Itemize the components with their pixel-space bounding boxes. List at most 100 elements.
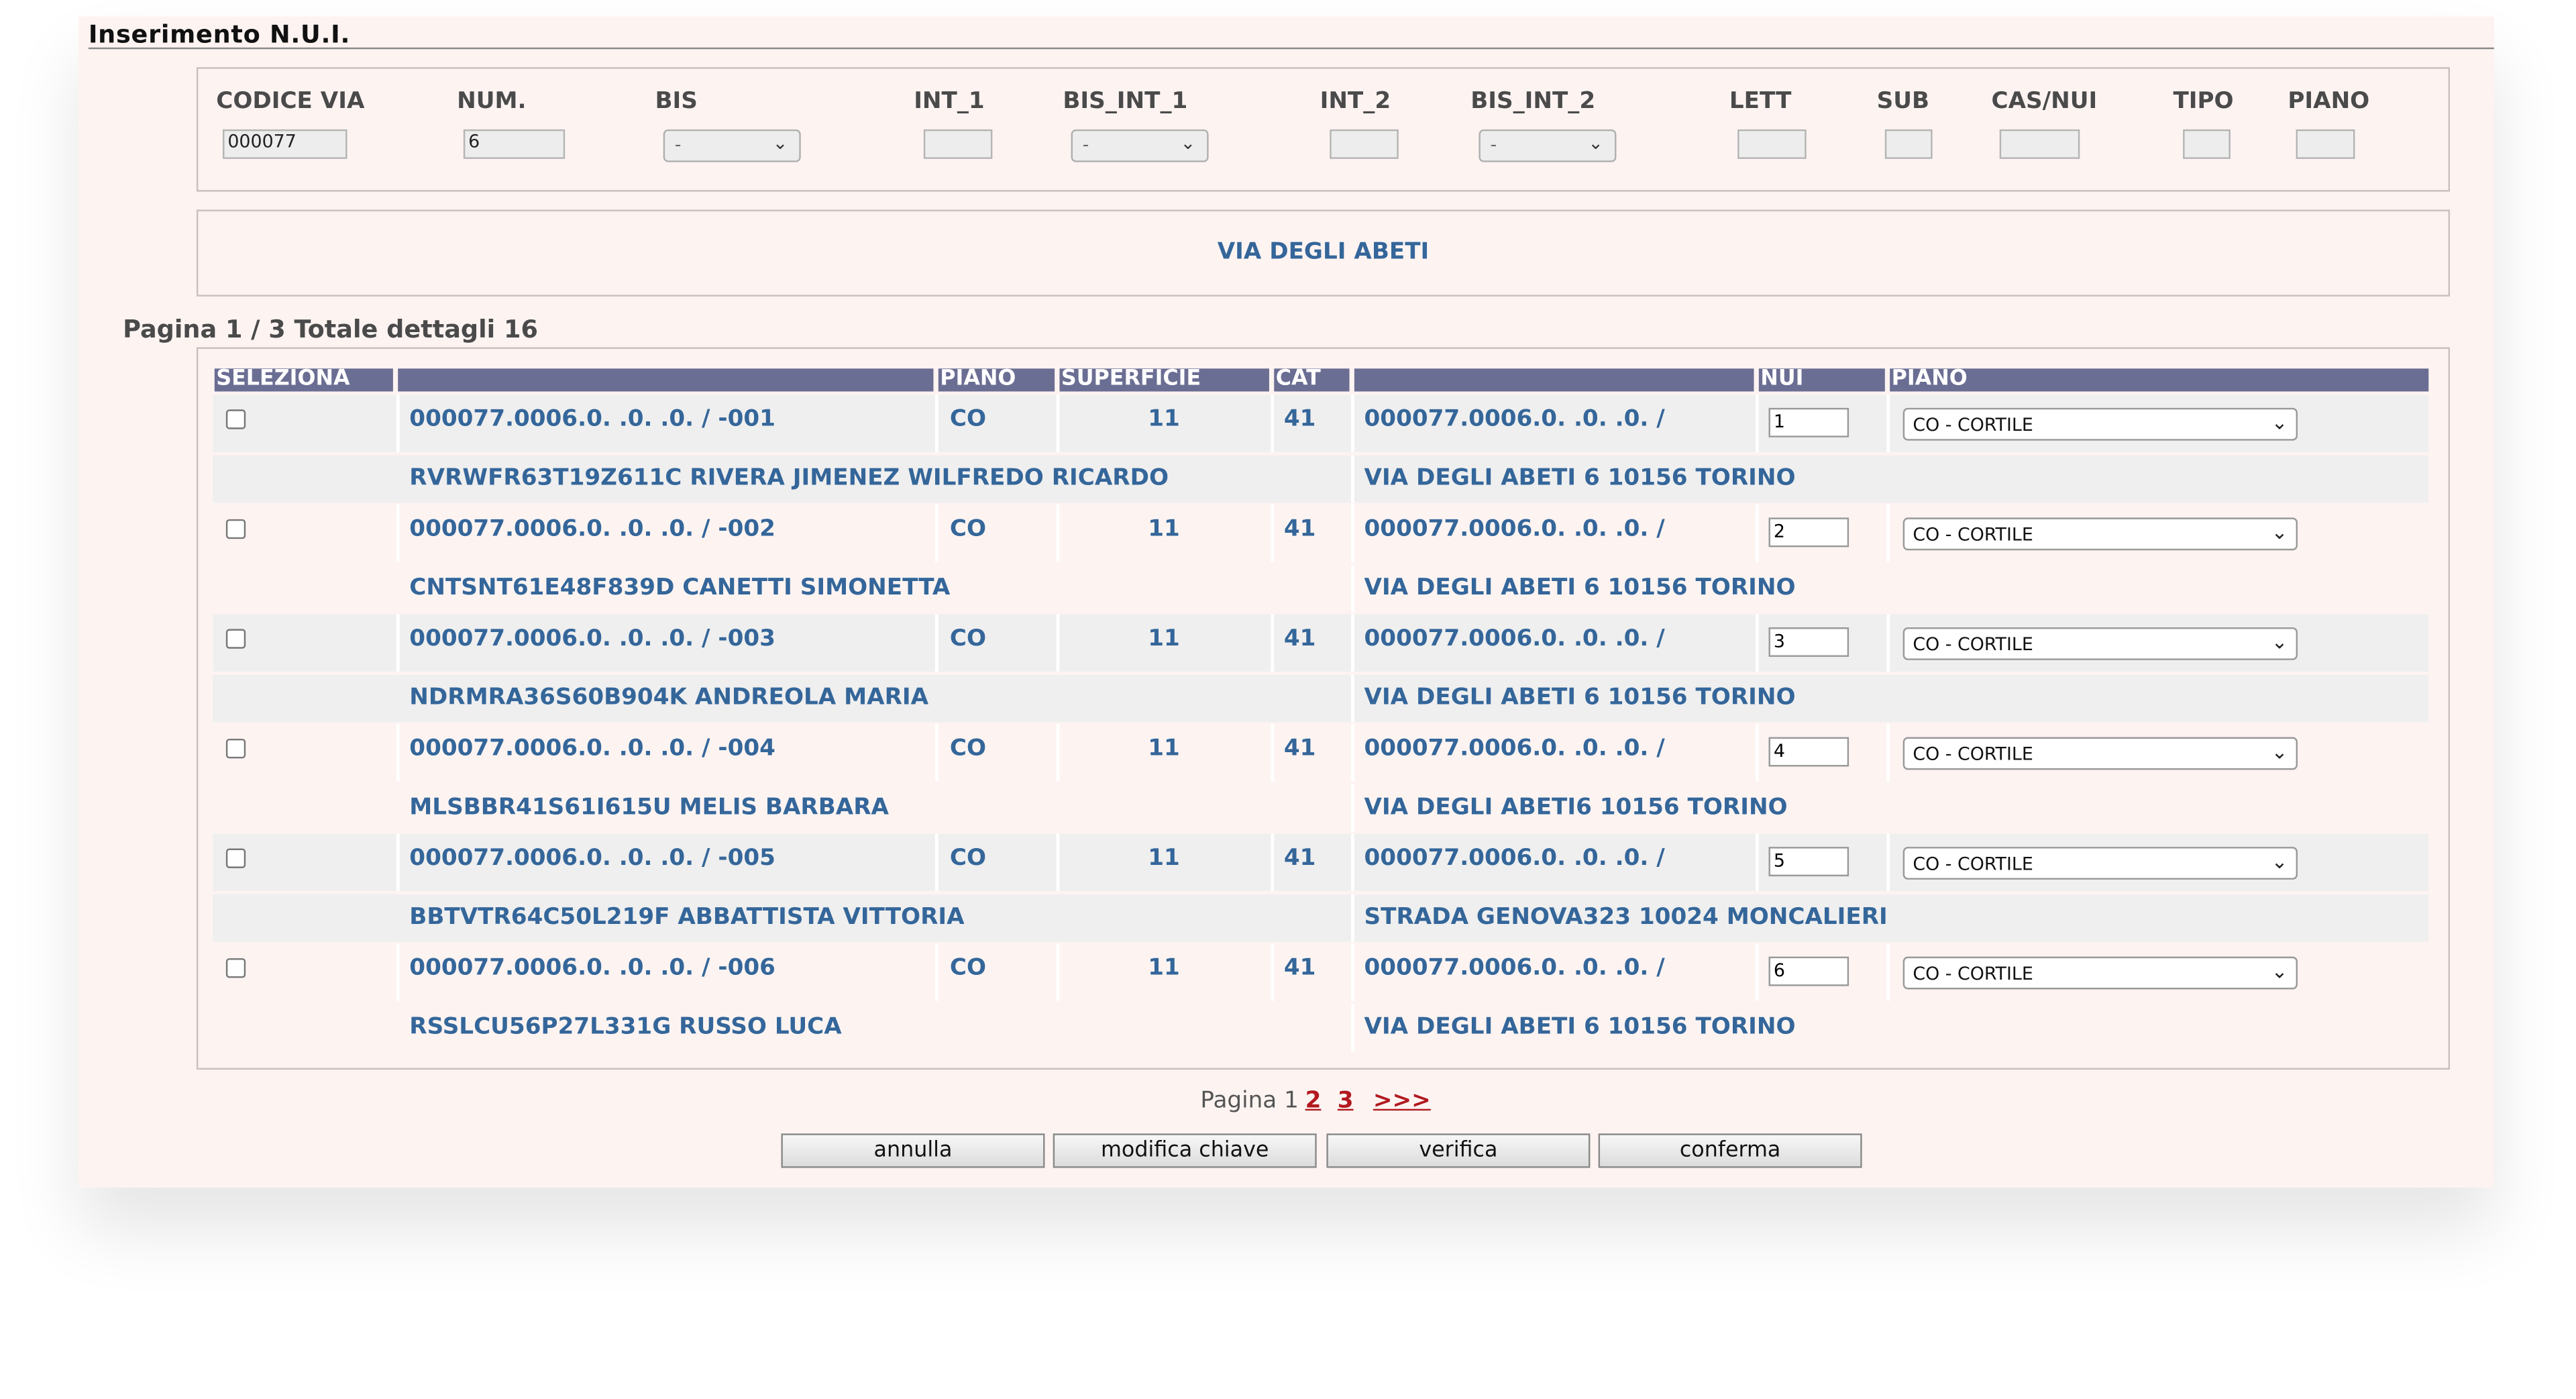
page-title: Inserimento N.U.I.	[88, 19, 351, 50]
column-separator	[934, 395, 938, 452]
conferma-button[interactable]: conferma	[1598, 1133, 1862, 1168]
header-piano: PIANO	[938, 368, 1055, 392]
row-piano-select[interactable]: CO - CORTILE ⌄	[1902, 517, 2298, 551]
column-separator	[1271, 724, 1275, 782]
column-separator	[1056, 395, 1060, 452]
row-code[interactable]: 000077.0006.0. .0. .0. / -003	[409, 625, 775, 652]
pager: Pagina 1 2 3 >>>	[1200, 1088, 1430, 1114]
pager-next-link[interactable]: >>>	[1373, 1087, 1431, 1115]
row-superficie: 11	[1148, 955, 1180, 982]
row-piano-select[interactable]: CO - CORTILE ⌄	[1902, 407, 2298, 441]
row-detail-band	[213, 894, 2429, 942]
codice-via-label: CODICE VIA	[216, 88, 365, 115]
num-input[interactable]: 6	[463, 129, 566, 159]
bis-int-1-label: BIS_INT_1	[1063, 88, 1188, 115]
int-2-input[interactable]	[1330, 129, 1399, 159]
row-piano-select-value: CO - CORTILE	[1913, 963, 2033, 985]
bis-select-value: -	[674, 134, 682, 156]
verifica-button[interactable]: verifica	[1326, 1133, 1591, 1168]
row-cat: 41	[1283, 845, 1316, 872]
column-separator	[1056, 614, 1060, 672]
column-separator	[1271, 614, 1275, 672]
column-separator	[1350, 724, 1354, 782]
column-separator	[396, 614, 400, 672]
row-code[interactable]: 000077.0006.0. .0. .0. / -002	[409, 515, 775, 543]
row-piano-select[interactable]: CO - CORTILE ⌄	[1902, 737, 2298, 770]
row-piano-select[interactable]: CO - CORTILE ⌄	[1902, 627, 2298, 660]
header-code	[398, 368, 934, 392]
row-nui-input[interactable]: 5	[1768, 847, 1849, 877]
bis-int-1-select-value: -	[1082, 134, 1089, 156]
row-select-checkbox[interactable]	[225, 409, 246, 429]
annulla-button[interactable]: annulla	[781, 1133, 1045, 1168]
row-code[interactable]: 000077.0006.0. .0. .0. / -006	[409, 955, 775, 982]
row-nui-input[interactable]: 2	[1768, 517, 1849, 548]
row-superficie: 11	[1148, 735, 1180, 762]
main-panel	[78, 16, 2494, 1188]
column-separator	[1350, 565, 1354, 613]
row-select-checkbox[interactable]	[225, 629, 246, 649]
chevron-down-icon: ⌄	[2271, 740, 2288, 764]
column-separator	[396, 724, 400, 782]
lett-input[interactable]	[1737, 129, 1807, 159]
row-piano: CO	[949, 625, 987, 652]
column-separator	[934, 614, 938, 672]
row-piano-select[interactable]: CO - CORTILE ⌄	[1902, 956, 2298, 990]
sub-input[interactable]	[1884, 129, 1933, 159]
row-owner: CNTSNT61E48F839D CANETTI SIMONETTA	[409, 574, 951, 601]
row-nui-input[interactable]: 1	[1768, 407, 1849, 437]
row-nui-input[interactable]: 6	[1768, 956, 1849, 986]
column-separator	[1755, 724, 1759, 782]
row-superficie: 11	[1148, 406, 1180, 433]
chevron-down-icon: ⌄	[1180, 132, 1196, 154]
chevron-down-icon: ⌄	[2271, 521, 2288, 544]
column-separator	[934, 504, 938, 562]
codice-via-input[interactable]: 000077	[223, 129, 347, 159]
pager-link-2[interactable]: 2	[1305, 1087, 1322, 1115]
column-separator	[1350, 833, 1354, 892]
piano-input[interactable]	[2296, 129, 2355, 159]
chevron-down-icon: ⌄	[2271, 411, 2288, 434]
row-piano-select-value: CO - CORTILE	[1913, 743, 2033, 766]
row-key: 000077.0006.0. .0. .0. /	[1364, 845, 1665, 872]
tipo-input[interactable]	[2183, 129, 2231, 159]
cas-nui-input[interactable]	[1999, 129, 2080, 159]
row-select-checkbox[interactable]	[225, 958, 246, 978]
row-detail-gap	[213, 674, 396, 723]
row-select-checkbox[interactable]	[225, 848, 246, 868]
row-piano-select-value: CO - CORTILE	[1913, 633, 2033, 656]
row-select-checkbox[interactable]	[225, 519, 246, 539]
int-1-input[interactable]	[923, 129, 993, 159]
tipo-label: TIPO	[2173, 88, 2234, 115]
column-separator	[1350, 614, 1354, 672]
pager-current: Pagina 1	[1200, 1087, 1299, 1115]
column-separator	[1886, 504, 1890, 562]
row-code[interactable]: 000077.0006.0. .0. .0. / -005	[409, 845, 775, 872]
row-select-checkbox[interactable]	[225, 738, 246, 759]
row-code[interactable]: 000077.0006.0. .0. .0. / -004	[409, 735, 775, 762]
modifica-chiave-button[interactable]: modifica chiave	[1053, 1133, 1317, 1168]
row-address: VIA DEGLI ABETI 6 10156 TORINO	[1364, 574, 1796, 601]
column-separator	[1755, 943, 1759, 1001]
row-address: STRADA GENOVA323 10024 MONCALIERI	[1364, 904, 1888, 931]
row-nui-input[interactable]: 3	[1768, 627, 1849, 657]
row-code[interactable]: 000077.0006.0. .0. .0. / -001	[409, 406, 775, 433]
row-key: 000077.0006.0. .0. .0. /	[1364, 625, 1665, 652]
bis-select[interactable]: - ⌄	[663, 129, 801, 162]
key-fields-box	[196, 67, 2451, 192]
column-separator	[1271, 833, 1275, 892]
row-piano-select[interactable]: CO - CORTILE ⌄	[1902, 847, 2298, 880]
row-address: VIA DEGLI ABETI 6 10156 TORINO	[1364, 1014, 1796, 1041]
bis-int-2-select[interactable]: - ⌄	[1479, 129, 1617, 162]
row-nui-input[interactable]: 4	[1768, 737, 1849, 767]
bis-label: BIS	[655, 88, 698, 115]
bis-int-1-select[interactable]: - ⌄	[1071, 129, 1209, 162]
column-separator	[1056, 833, 1060, 892]
header-piano-select: PIANO	[1890, 368, 2429, 392]
header-cat: CAT	[1274, 368, 1350, 392]
row-owner: NDRMRA36S60B904K ANDREOLA MARIA	[409, 684, 929, 711]
pager-link-3[interactable]: 3	[1337, 1087, 1354, 1115]
row-piano: CO	[949, 406, 987, 433]
row-owner: BBTVTR64C50L219F ABBATTISTA VITTORIA	[409, 904, 965, 931]
